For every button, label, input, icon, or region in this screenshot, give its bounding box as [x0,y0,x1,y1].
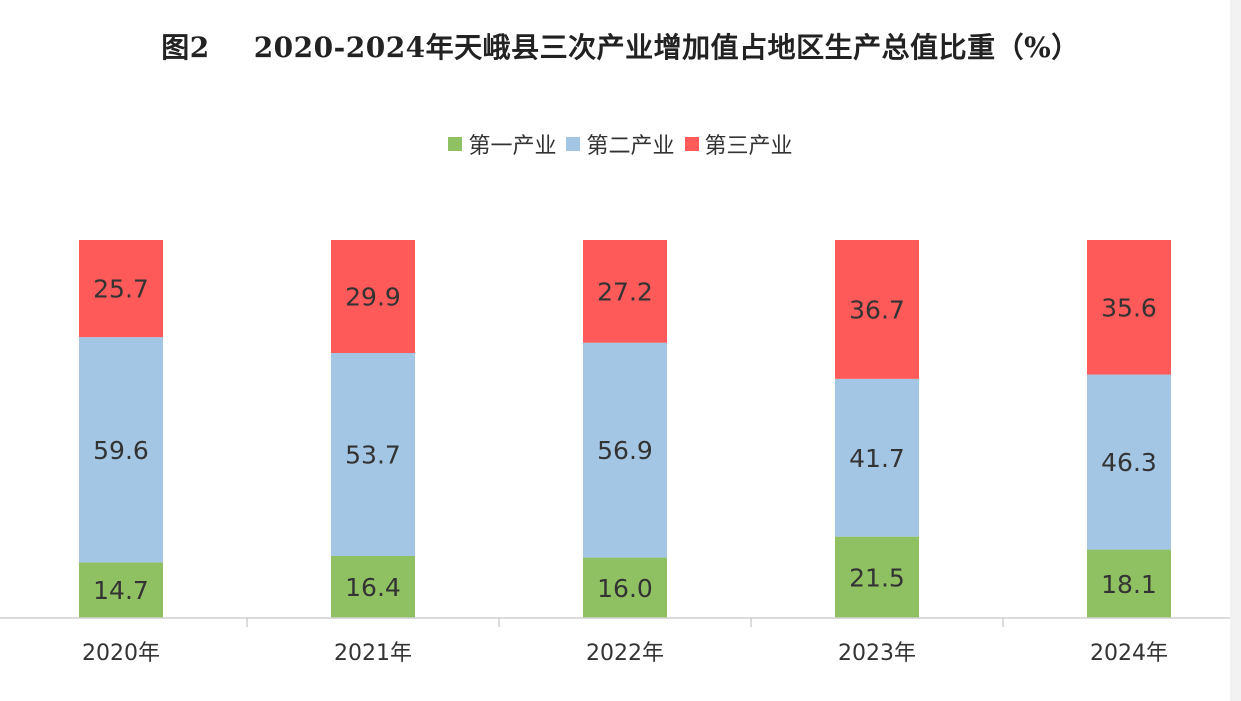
bar-3-4 [835,240,919,379]
scroll-edge [1230,0,1241,701]
x-tick-label: 2021年 [334,641,412,666]
bar-2-2 [331,353,415,557]
chart-title-text: 2020-2024年天峨县三次产业增加值占地区生产总值比重（%） [253,31,1080,64]
legend-label-tertiary: 第三产业 [704,134,793,159]
bar-1-3 [583,557,667,618]
x-tick-label: 2020年 [82,641,160,666]
legend-item-tertiary: 第三产业 [684,128,793,160]
bar-value-label: 25.7 [93,275,149,304]
legend-swatch-primary [448,137,463,151]
x-tick-label: 2024年 [1090,641,1168,666]
bar-value-label: 59.6 [93,436,149,465]
bar-3-5 [1087,240,1171,375]
bar-value-label: 53.7 [345,441,401,470]
chart-title-figure-number: 图2 [161,31,210,64]
chart-title: 图2 2020-2024年天峨县三次产业增加值占地区生产总值比重（%） [0,26,1241,66]
bar-1-5 [1087,549,1171,618]
legend-swatch-secondary [566,137,581,151]
bar-3-2 [331,240,415,354]
bar-value-label: 41.7 [849,444,905,473]
legend-label-secondary: 第二产业 [586,134,675,159]
bar-value-label: 16.0 [597,574,653,603]
x-tick-label: 2023年 [838,641,916,666]
bar-value-label: 56.9 [597,436,653,465]
bar-value-label: 18.1 [1101,570,1157,599]
bar-3-3 [583,240,667,343]
bar-2-3 [583,342,667,558]
bar-value-label: 27.2 [597,277,653,306]
bar-value-label: 16.4 [345,573,401,602]
bar-2-5 [1087,374,1171,550]
bar-value-label: 29.9 [345,283,401,312]
x-tick-label: 2022年 [586,641,664,666]
bar-value-label: 14.7 [93,576,149,605]
bar-1-1 [79,562,163,618]
bar-1-4 [835,536,919,618]
bar-value-label: 46.3 [1101,448,1157,477]
bar-value-label: 35.6 [1101,293,1157,322]
bar-value-label: 36.7 [849,295,905,324]
bar-3-1 [79,240,163,338]
bar-2-1 [79,337,163,563]
bar-value-label: 21.5 [849,563,905,592]
legend-item-primary: 第一产业 [448,128,556,160]
legend-item-secondary: 第二产业 [566,128,675,160]
bar-2-4 [835,378,919,537]
legend-label-primary: 第一产业 [468,134,557,159]
bar-1-2 [331,556,415,618]
legend-swatch-tertiary [684,137,699,151]
chart-legend: 第一产业 第二产业 第三产业 [0,128,1241,160]
